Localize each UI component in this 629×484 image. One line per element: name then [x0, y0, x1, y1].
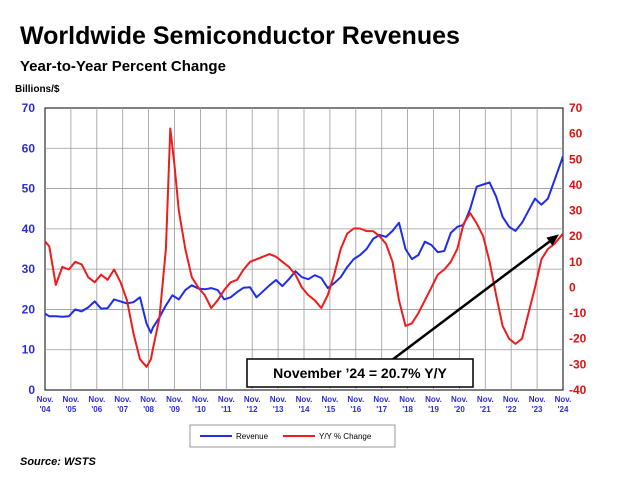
x-axis-tick-year: '15: [324, 405, 335, 414]
chart-subtitle: Year-to-Year Percent Change: [20, 58, 226, 75]
annotation-arrow: [391, 240, 551, 361]
x-axis-tick-year: '08: [143, 405, 154, 414]
x-axis-tick-year: '04: [40, 405, 51, 414]
annotation-text: November ’24 = 20.7% Y/Y: [273, 365, 447, 381]
right-axis-tick-label: -30: [569, 357, 587, 371]
yoy-series-line: [44, 127, 564, 368]
annotation-arrow-head: [546, 234, 559, 246]
right-axis-tick-label: 30: [569, 204, 583, 218]
left-axis-tick-label: 40: [22, 222, 36, 236]
x-axis-tick-year: '19: [428, 405, 439, 414]
right-axis-tick-label: 0: [569, 280, 576, 294]
x-axis-tick-month: Nov.: [503, 395, 520, 404]
right-axis-tick-label: 10: [569, 255, 583, 269]
x-axis-tick-month: Nov.: [347, 395, 364, 404]
right-axis-tick-label: 40: [569, 178, 583, 192]
right-axis-ticks: -40 -30 -20 -10 0 10 20 30 40 50 60 70: [569, 101, 587, 397]
x-axis-tick-year: '17: [376, 405, 387, 414]
x-axis-tick-year: '05: [65, 405, 76, 414]
x-axis-tick-month: Nov.: [529, 395, 546, 404]
x-axis-tick-year: '10: [195, 405, 206, 414]
grid: [44, 107, 564, 391]
chart-title: Worldwide Semiconductor Revenues: [20, 22, 460, 50]
source-note: Source: WSTS: [20, 456, 96, 468]
x-axis-tick-month: Nov.: [296, 395, 313, 404]
x-axis-tick-month: Nov.: [322, 395, 339, 404]
right-axis-tick-label: 70: [569, 101, 583, 115]
x-axis-tick-year: '11: [221, 405, 232, 414]
left-axis-tick-label: 30: [22, 262, 36, 276]
legend: Revenue Y/Y % Change: [189, 424, 396, 448]
x-axis-tick-month: Nov.: [399, 395, 416, 404]
right-axis-tick-label: -40: [569, 383, 587, 397]
x-axis-tick-year: '20: [454, 405, 465, 414]
x-axis-tick-month: Nov.: [37, 395, 54, 404]
right-axis-tick-label: -20: [569, 332, 587, 346]
x-axis-tick-month: Nov.: [477, 395, 494, 404]
left-axis-tick-label: 0: [28, 383, 35, 397]
x-axis-tick-year: '09: [169, 405, 180, 414]
x-axis-tick-year: '22: [506, 405, 517, 414]
left-axis-tick-label: 70: [22, 101, 36, 115]
x-axis-tick-month: Nov.: [373, 395, 390, 404]
left-axis-tick-label: 20: [22, 302, 36, 316]
annotation-box: [246, 358, 474, 388]
x-axis-tick-month: Nov.: [114, 395, 131, 404]
x-axis-tick-year: '14: [299, 405, 310, 414]
x-axis-tick-month: Nov.: [140, 395, 157, 404]
x-axis-tick-year: '06: [91, 405, 102, 414]
x-axis-tick-year: '21: [480, 405, 491, 414]
x-axis-tick-year: '24: [558, 405, 569, 414]
x-axis-tick-month: Nov.: [270, 395, 287, 404]
legend-yoy-label: Y/Y % Change: [319, 432, 372, 441]
right-axis-tick-label: -10: [569, 306, 587, 320]
x-axis-tick-month: Nov.: [425, 395, 442, 404]
left-axis-tick-label: 50: [22, 182, 36, 196]
x-axis-tick-year: '16: [350, 405, 361, 414]
right-axis-tick-label: 20: [569, 229, 583, 243]
x-axis-tick-month: Nov.: [244, 395, 261, 404]
x-axis-tick-month: Nov.: [88, 395, 105, 404]
x-axis-tick-month: Nov.: [451, 395, 468, 404]
x-axis-tick-month: Nov.: [63, 395, 80, 404]
right-axis-tick-label: 50: [569, 152, 583, 166]
x-axis-tick-month: Nov.: [192, 395, 209, 404]
left-axis-tick-label: 60: [22, 141, 36, 155]
x-axis-ticks: Nov.'04Nov.'05Nov.'06Nov.'07Nov.'08Nov.'…: [37, 395, 572, 414]
x-axis-tick-year: '13: [273, 405, 284, 414]
left-axis-unit-label: Billions/$: [15, 84, 60, 95]
x-axis-tick-year: '07: [117, 405, 128, 414]
x-axis-tick-month: Nov.: [166, 395, 183, 404]
x-axis-tick-month: Nov.: [555, 395, 572, 404]
revenue-series-line: [44, 155, 564, 334]
legend-revenue-label: Revenue: [236, 432, 269, 441]
left-axis-ticks: 0 10 20 30 40 50 60 70: [22, 101, 36, 397]
x-axis-tick-year: '18: [402, 405, 413, 414]
right-axis-tick-label: 60: [569, 127, 583, 141]
left-axis-tick-label: 10: [22, 343, 36, 357]
x-axis-tick-year: '12: [247, 405, 258, 414]
x-axis-tick-month: Nov.: [218, 395, 235, 404]
x-axis-tick-year: '23: [532, 405, 543, 414]
